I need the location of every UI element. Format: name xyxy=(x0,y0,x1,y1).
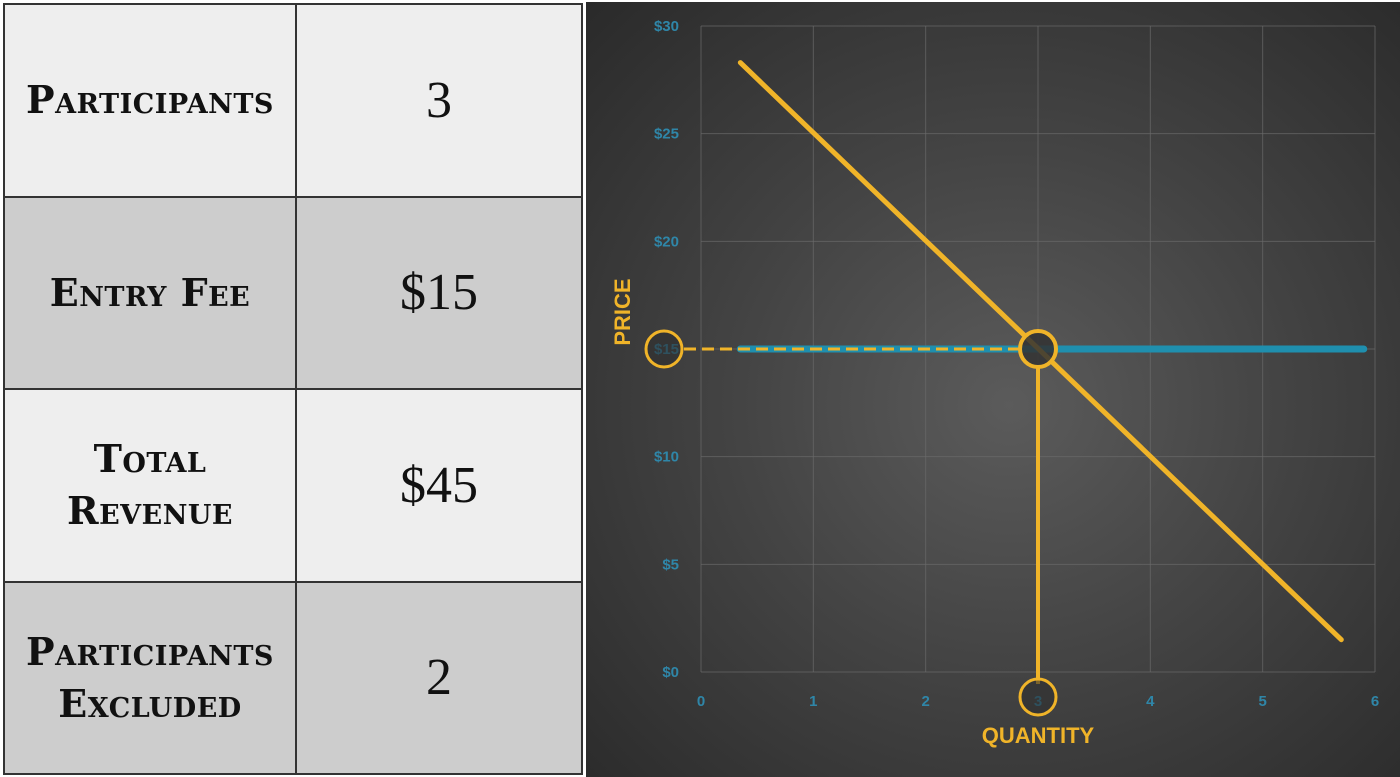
markers xyxy=(644,329,1058,717)
x-axis-title: QUANTITY xyxy=(982,723,1095,748)
table-row: Total Revenue $45 xyxy=(3,388,583,583)
info-table: Participants 3 Entry Fee $15 Total Reven… xyxy=(3,3,583,775)
y-tick-label: $10 xyxy=(654,449,679,466)
entry-fee-value: $15 xyxy=(295,195,583,390)
equilibrium-marker xyxy=(1018,329,1058,369)
price-quantity-chart: 0123456$0$5$10$15$20$25$30 QUANTITY PRIC… xyxy=(610,18,1379,748)
x-tick-label: 0 xyxy=(697,693,705,710)
x-tick-label: 6 xyxy=(1371,693,1379,710)
participants-excluded-value: 2 xyxy=(295,580,583,775)
participants-label: Participants xyxy=(3,3,297,198)
participants-value: 3 xyxy=(295,3,583,198)
chart-panel: 0123456$0$5$10$15$20$25$30 QUANTITY PRIC… xyxy=(586,2,1400,777)
table-row: Entry Fee $15 xyxy=(3,195,583,390)
y-tick-label: $0 xyxy=(662,664,679,681)
x-tick-label: 4 xyxy=(1146,693,1155,710)
price-tick-highlight xyxy=(644,329,684,369)
x-tick-label: 1 xyxy=(809,693,817,710)
y-tick-label: $25 xyxy=(654,126,679,143)
total-revenue-value: $45 xyxy=(295,388,583,583)
total-revenue-label: Total Revenue xyxy=(3,388,297,583)
table-row: Participants 3 xyxy=(3,3,583,198)
y-tick-label: $30 xyxy=(654,18,679,35)
tick-labels: 0123456$0$5$10$15$20$25$30 xyxy=(654,18,1379,710)
y-tick-label: $20 xyxy=(654,233,679,250)
participants-excluded-label: Participants Excluded xyxy=(3,580,297,775)
x-tick-label: 2 xyxy=(921,693,929,710)
y-axis-title: PRICE xyxy=(610,278,635,345)
quantity-tick-highlight xyxy=(1018,677,1058,717)
y-tick-label: $5 xyxy=(662,556,679,573)
x-tick-label: 5 xyxy=(1258,693,1266,710)
table-row: Participants Excluded 2 xyxy=(3,580,583,775)
entry-fee-label: Entry Fee xyxy=(3,195,297,390)
